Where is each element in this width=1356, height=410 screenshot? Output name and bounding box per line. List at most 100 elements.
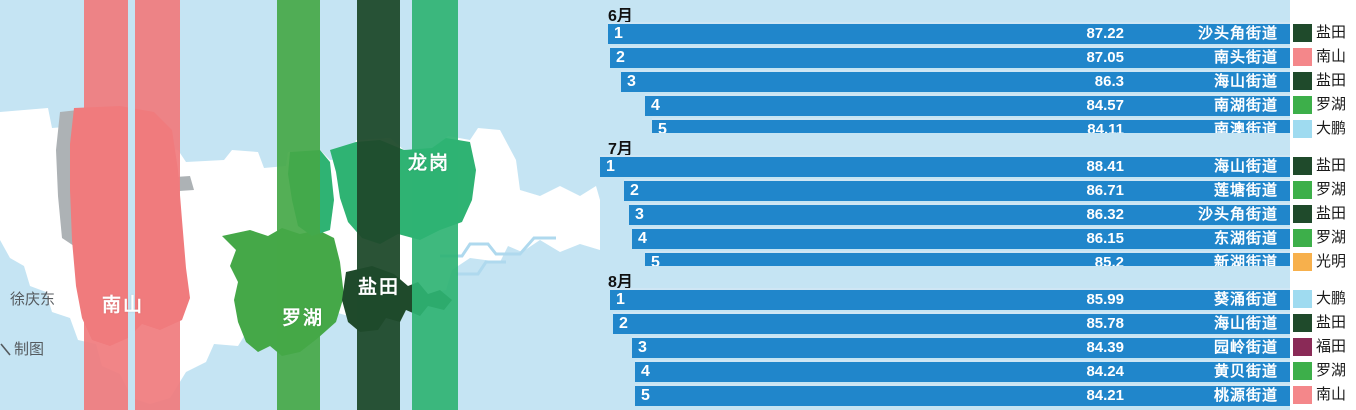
chart-value-label: 84.21 xyxy=(1086,387,1124,404)
legend-row: 南山 xyxy=(1290,384,1356,406)
legend-district-label: 光明 xyxy=(1316,253,1347,270)
chart-row[interactable]: 4 86.15 东湖街道 xyxy=(600,227,1290,249)
chart-row[interactable]: 4 84.57 南湖街道 xyxy=(600,94,1290,116)
chart-bar[interactable] xyxy=(632,336,1290,358)
chart-value-label: 86.3 xyxy=(1094,73,1124,90)
legend-row: 南山 xyxy=(1290,46,1356,68)
legend-color-swatch xyxy=(1293,72,1312,90)
legend-color-swatch xyxy=(1293,157,1312,175)
legend-row: 盐田 xyxy=(1290,70,1356,92)
month-title: 7月 xyxy=(608,141,633,158)
chart-bar[interactable] xyxy=(610,288,1290,310)
legend-district-label: 罗湖 xyxy=(1316,96,1347,113)
chart-bar[interactable] xyxy=(635,360,1290,382)
legend-row: 罗湖 xyxy=(1290,227,1356,249)
shenzhen-district-map: 南山 罗湖 盐田 龙岗 徐庆东 制图 xyxy=(0,0,600,410)
chart-row[interactable]: 5 84.21 桃源街道 xyxy=(600,384,1290,406)
legend-row: 罗湖 xyxy=(1290,179,1356,201)
chart-street-label: 园岭街道 xyxy=(1213,339,1278,356)
legend-row: 盐田 xyxy=(1290,312,1356,334)
chart-value-label: 85.99 xyxy=(1086,291,1124,308)
chart-value-label: 86.71 xyxy=(1086,182,1124,199)
legend-district-label: 大鹏 xyxy=(1316,290,1347,307)
month-title: 8月 xyxy=(608,274,633,291)
chart-street-label: 沙头角街道 xyxy=(1197,206,1278,223)
legend-row: 福田 xyxy=(1290,336,1356,358)
month-block: 8月 1 85.99 葵涌街道 2 85.78 海山街道 3 84.39 园岭街道 4 84.24 黄贝… xyxy=(600,266,1290,410)
chart-bar[interactable] xyxy=(610,46,1290,68)
chart-row[interactable]: 3 86.3 海山街道 xyxy=(600,70,1290,92)
chart-street-label: 东湖街道 xyxy=(1213,230,1278,247)
chart-row[interactable]: 1 85.99 葵涌街道 xyxy=(600,288,1290,310)
chart-rank-label: 2 xyxy=(619,315,628,332)
map-band-nanshan-a xyxy=(84,0,128,410)
chart-row[interactable]: 2 86.71 莲塘街道 xyxy=(600,179,1290,201)
legend-color-swatch xyxy=(1293,96,1312,114)
chart-rank-label: 1 xyxy=(606,158,615,175)
legend-district-label: 罗湖 xyxy=(1316,229,1347,246)
month-block: 6月 1 87.22 沙头角街道 2 87.05 南头街道 3 86.3 海山街道 4 84.57 南湖… xyxy=(600,0,1290,140)
legend-row: 罗湖 xyxy=(1290,94,1356,116)
month-rows: 1 85.99 葵涌街道 2 85.78 海山街道 3 84.39 园岭街道 4 84.24 黄贝街道… xyxy=(600,288,1290,408)
chart-row[interactable]: 2 87.05 南头街道 xyxy=(600,46,1290,68)
chart-row[interactable]: 3 86.32 沙头角街道 xyxy=(600,203,1290,225)
chart-row[interactable]: 1 87.22 沙头角街道 xyxy=(600,22,1290,44)
chart-street-label: 海山街道 xyxy=(1213,315,1278,332)
chart-bar[interactable] xyxy=(635,384,1290,406)
chart-rank-label: 2 xyxy=(616,49,625,66)
monthly-ranking-chart: 盐田 南山 盐田 罗湖 大鹏 盐田 罗湖 盐田 罗湖 光明 大鹏 盐田 福田 罗湖 南山 6月 1 87.22 沙… xyxy=(600,0,1356,410)
legend-row: 大鹏 xyxy=(1290,118,1356,140)
chart-bar[interactable] xyxy=(624,179,1290,201)
map-label-longgang: 龙岗 xyxy=(408,153,451,174)
legend-district-label: 南山 xyxy=(1316,48,1347,65)
legend-district-label: 盐田 xyxy=(1316,24,1347,41)
chart-bar[interactable] xyxy=(608,22,1290,44)
chart-bar[interactable] xyxy=(645,94,1290,116)
chart-bar[interactable] xyxy=(632,227,1290,249)
chart-street-label: 桃源街道 xyxy=(1213,387,1278,404)
chart-street-label: 海山街道 xyxy=(1213,158,1278,175)
month-rows: 1 87.22 沙头角街道 2 87.05 南头街道 3 86.3 海山街道 4 84.57 南湖街道… xyxy=(600,22,1290,142)
chart-rank-label: 5 xyxy=(658,121,667,138)
chart-row[interactable]: 3 84.39 园岭街道 xyxy=(600,336,1290,358)
map-label-nanshan: 南山 xyxy=(102,295,145,316)
legend-color-swatch xyxy=(1293,48,1312,66)
legend-color-swatch xyxy=(1293,181,1312,199)
chart-row[interactable]: 2 85.78 海山街道 xyxy=(600,312,1290,334)
chart-value-label: 86.15 xyxy=(1086,230,1124,247)
chart-row[interactable]: 4 84.24 黄贝街道 xyxy=(600,360,1290,382)
chart-street-label: 南湖街道 xyxy=(1213,97,1278,114)
map-credit-author: 徐庆东 xyxy=(10,292,56,308)
legend-row: 罗湖 xyxy=(1290,360,1356,382)
chart-value-label: 84.24 xyxy=(1086,363,1124,380)
legend-color-swatch xyxy=(1293,24,1312,42)
chart-row[interactable]: 1 88.41 海山街道 xyxy=(600,155,1290,177)
legend-color-swatch xyxy=(1293,205,1312,223)
chart-rank-label: 4 xyxy=(638,230,647,247)
chart-bar[interactable] xyxy=(600,155,1290,177)
chart-rank-label: 5 xyxy=(641,387,650,404)
month-title: 6月 xyxy=(608,8,633,25)
map-label-yantian: 盐田 xyxy=(358,277,401,298)
legend-row: 盐田 xyxy=(1290,22,1356,44)
chart-value-label: 85.78 xyxy=(1086,315,1124,332)
chart-rank-label: 4 xyxy=(651,97,660,114)
legend-color-swatch xyxy=(1293,229,1312,247)
chart-value-label: 86.32 xyxy=(1086,206,1124,223)
chart-bar[interactable] xyxy=(621,70,1290,92)
month-rows: 1 88.41 海山街道 2 86.71 莲塘街道 3 86.32 沙头角街道 4 86.15 东湖街… xyxy=(600,155,1290,275)
chart-rank-label: 4 xyxy=(641,363,650,380)
map-band-luohu xyxy=(277,0,320,410)
map-river-line-2 xyxy=(456,260,506,276)
map-credit-drawn-by: 制图 xyxy=(14,342,45,358)
chart-rank-label: 3 xyxy=(627,73,636,90)
legend-column: 盐田 南山 盐田 罗湖 大鹏 盐田 罗湖 盐田 罗湖 光明 大鹏 盐田 福田 罗湖 南山 xyxy=(1290,0,1356,410)
chart-bar[interactable] xyxy=(629,203,1290,225)
legend-district-label: 罗湖 xyxy=(1316,362,1347,379)
map-river-line xyxy=(440,236,556,258)
chart-street-label: 黄贝街道 xyxy=(1213,363,1278,380)
chart-bar[interactable] xyxy=(613,312,1290,334)
map-svg xyxy=(0,0,600,410)
legend-color-swatch xyxy=(1293,386,1312,404)
legend-district-label: 福田 xyxy=(1316,338,1347,355)
